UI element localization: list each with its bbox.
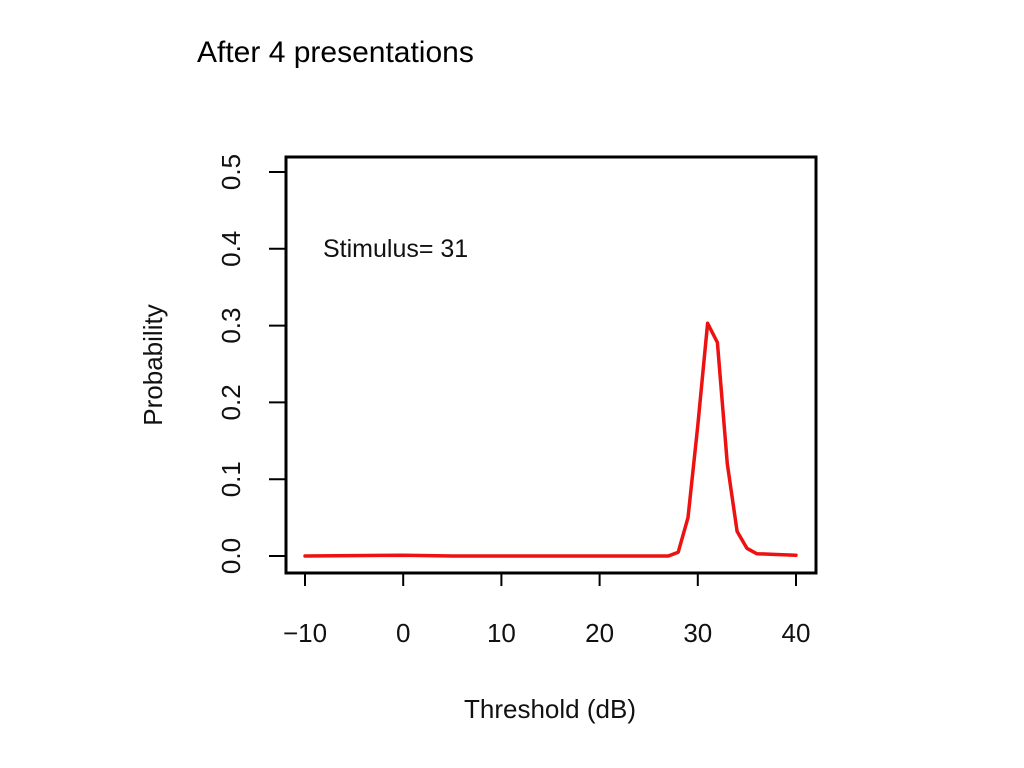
y-tick-label: 0.2 bbox=[216, 384, 246, 420]
x-tick-label: 10 bbox=[487, 618, 516, 648]
y-tick-label: 0.5 bbox=[216, 154, 246, 190]
y-tick-label: 0.1 bbox=[216, 461, 246, 497]
x-tick-label: −10 bbox=[283, 618, 327, 648]
series-layer bbox=[303, 321, 798, 558]
y-tick-label: 0.3 bbox=[216, 308, 246, 344]
x-tick-label: 40 bbox=[782, 618, 811, 648]
y-tick-label: 0.4 bbox=[216, 231, 246, 267]
x-axis-label: Threshold (dB) bbox=[464, 694, 636, 724]
x-tick-label: 30 bbox=[683, 618, 712, 648]
plot-frame bbox=[284, 155, 818, 575]
slide-title: After 4 presentations bbox=[197, 36, 474, 69]
x-tick-label: 20 bbox=[585, 618, 614, 648]
y-tick-label: 0.0 bbox=[216, 538, 246, 574]
y-axis: 0.0 0.1 0.2 0.3 0.4 0.5 bbox=[216, 154, 286, 574]
y-axis-label: Probability bbox=[138, 304, 168, 425]
series-line-0 bbox=[303, 321, 798, 558]
x-tick-label: 0 bbox=[396, 618, 410, 648]
x-axis: −10 0 10 20 30 40 bbox=[283, 572, 811, 648]
stimulus-annotation: Stimulus= 31 bbox=[323, 235, 468, 263]
